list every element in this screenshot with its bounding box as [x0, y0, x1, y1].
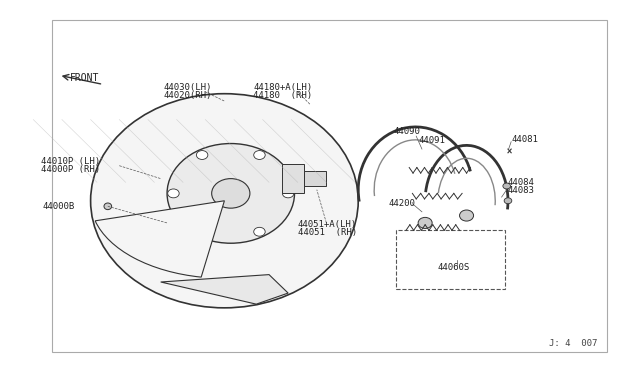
Ellipse shape — [253, 151, 265, 160]
Text: 44083: 44083 — [508, 186, 535, 195]
Text: 44051  (RH): 44051 (RH) — [298, 228, 357, 237]
Ellipse shape — [196, 227, 208, 236]
Text: 44084: 44084 — [508, 178, 535, 187]
Bar — [396, 230, 505, 289]
Text: 44091: 44091 — [419, 136, 445, 145]
Text: 44180  (RH): 44180 (RH) — [253, 91, 312, 100]
Text: 44081: 44081 — [511, 135, 538, 144]
Ellipse shape — [196, 151, 208, 160]
Ellipse shape — [212, 179, 250, 208]
Text: 44200: 44200 — [388, 199, 415, 208]
Bar — [52, 20, 607, 352]
Ellipse shape — [253, 227, 265, 236]
Text: 44000P (RH): 44000P (RH) — [41, 165, 100, 174]
Text: 44180+A(LH): 44180+A(LH) — [253, 83, 312, 92]
Text: 44000B: 44000B — [43, 202, 75, 211]
Text: J: 4  007: J: 4 007 — [549, 340, 597, 349]
Text: 44051+A(LH): 44051+A(LH) — [298, 219, 357, 228]
Text: 44030(LH): 44030(LH) — [164, 83, 212, 92]
Polygon shape — [161, 275, 288, 304]
Text: FRONT: FRONT — [70, 73, 99, 83]
Text: 44060S: 44060S — [438, 263, 470, 272]
Ellipse shape — [418, 217, 432, 228]
Polygon shape — [304, 171, 326, 186]
Ellipse shape — [282, 189, 294, 198]
Polygon shape — [282, 164, 304, 193]
Text: 44010P (LH): 44010P (LH) — [41, 157, 100, 166]
Wedge shape — [95, 201, 225, 277]
Ellipse shape — [503, 183, 511, 189]
Ellipse shape — [104, 203, 111, 210]
Text: 44020(RH): 44020(RH) — [164, 91, 212, 100]
Ellipse shape — [460, 210, 474, 221]
Text: 44090: 44090 — [394, 127, 420, 136]
Ellipse shape — [91, 94, 358, 308]
Ellipse shape — [168, 189, 179, 198]
Ellipse shape — [504, 198, 512, 204]
Ellipse shape — [167, 144, 294, 243]
